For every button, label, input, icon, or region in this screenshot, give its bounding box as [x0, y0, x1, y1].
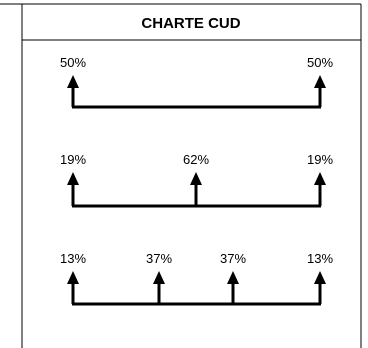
- share-label: 50%: [60, 55, 86, 70]
- arrow-head-icon: [67, 75, 79, 88]
- distribution-rows: 50% 50% 19% 62% 19% 13% 37% 37% 13%: [60, 55, 333, 306]
- arrow-head-icon: [67, 271, 79, 284]
- distribution-row: 50% 50%: [60, 55, 333, 109]
- arrow-head-icon: [67, 172, 79, 185]
- arrow-head-icon: [190, 172, 202, 185]
- arrow-head-icon: [314, 75, 326, 88]
- share-label: 19%: [307, 152, 333, 167]
- share-label: 50%: [307, 55, 333, 70]
- share-label: 13%: [60, 251, 86, 266]
- arrow-head-icon: [314, 172, 326, 185]
- distribution-row: 13% 37% 37% 13%: [60, 251, 333, 306]
- share-label: 62%: [183, 152, 209, 167]
- share-label: 37%: [220, 251, 246, 266]
- chart-title: CHARTE CUD: [141, 15, 240, 32]
- distribution-row: 19% 62% 19%: [60, 152, 333, 208]
- arrow-head-icon: [153, 271, 165, 284]
- arrow-head-icon: [227, 271, 239, 284]
- share-label: 19%: [60, 152, 86, 167]
- share-label: 37%: [146, 251, 172, 266]
- arrow-head-icon: [314, 271, 326, 284]
- share-label: 13%: [307, 251, 333, 266]
